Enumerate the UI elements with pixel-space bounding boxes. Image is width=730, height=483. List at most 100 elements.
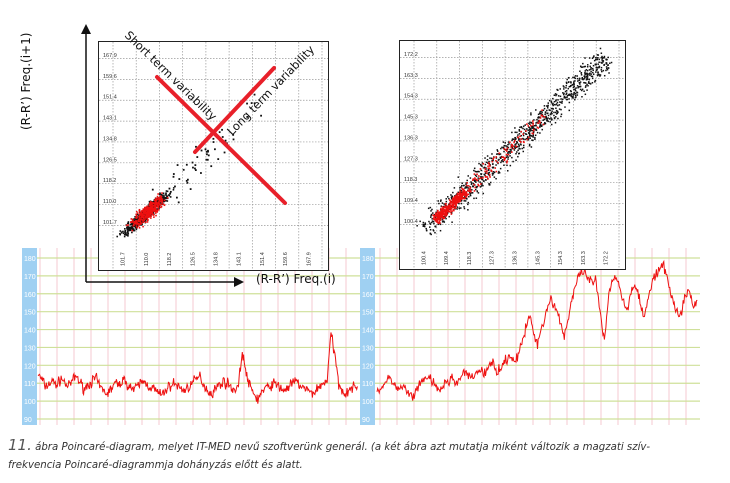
y-tick-label: 110 [24,381,35,388]
y-tick-label: 150 [24,310,36,317]
scatter-point [539,123,542,126]
scatter-point [583,90,585,92]
scatter-point [539,111,541,113]
scatter-point-red [462,191,464,193]
scatter-point [226,142,228,145]
scatter-point [578,79,581,81]
scatter-point-red [473,173,476,175]
scatter-point-red [160,198,162,201]
scatter-point [586,69,589,72]
y-tick-label: 100.4 [404,219,418,225]
scatter-point-red [145,207,148,209]
scatter-point [123,233,126,236]
scatter-point-red [458,195,460,198]
scatter-point [599,47,602,50]
scatter-point-red [135,211,138,213]
scatter-point [492,159,494,161]
scatter-point [549,121,551,123]
scatter-point-red [488,163,491,166]
scatter-point [129,226,132,229]
scatter-point-red [157,208,160,211]
scatter-point [565,82,568,85]
scatter-point [594,63,597,66]
scatter-point [574,88,576,90]
scatter-point [525,137,528,140]
scatter-point [596,54,599,56]
scatter-point-red [158,202,160,205]
scatter-point [192,166,194,169]
scatter-point [533,125,536,127]
scatter-point-red [454,206,456,209]
scatter-point [467,201,470,204]
scatter-point-red [443,216,446,219]
scatter-point-red [149,215,151,218]
scatter-point-red [459,193,461,196]
scatter-point [172,188,175,191]
scatter-point-red [527,125,530,127]
scatter-point [591,75,594,78]
scatter-point [507,152,509,154]
scatter-point [472,182,475,185]
scatter-point-red [440,209,443,211]
scatter-point [144,220,146,223]
x-tick-label: 167.9 [306,252,312,266]
scatter-point [603,74,606,77]
scatter-point [585,78,588,81]
scatter-point-red [468,188,471,190]
scatter-point-red [444,210,447,213]
scatter-point [598,61,600,64]
scatter-point [127,231,129,233]
scatter-point [182,168,185,171]
scatter-point [485,170,487,173]
scatter-point [423,225,426,228]
scatter-point [521,147,523,150]
scatter-point [500,160,503,162]
scatter-point [489,164,491,166]
scatter-point [489,157,491,159]
scatter-point-red [139,223,142,225]
scatter-point-red [151,203,153,205]
scatter-point [499,167,502,170]
scatter-point [507,158,509,160]
scatter-point [434,231,436,234]
scatter-point [579,85,582,88]
y-tick-label: 110.0 [103,199,116,205]
scatter-point [544,111,547,114]
y-tick-label: 154.3 [404,94,418,100]
scatter-point [223,151,226,154]
scatter-point [458,202,460,205]
x-tick-label: 118.3 [467,252,473,265]
scatter-point [607,64,609,66]
scatter-point [513,149,516,151]
scatter-point-red [138,227,141,229]
scatter-point [528,122,530,125]
scatter-point [505,156,508,159]
scatter-point [497,162,499,165]
scatter-point [547,114,550,117]
scatter-point-red [152,214,154,216]
scatter-point [527,129,529,131]
scatter-point [524,133,527,135]
scatter-point [474,174,477,176]
scatter-point [136,224,139,226]
scatter-point [527,137,529,139]
scatter-point [495,164,497,166]
scatter-point [585,75,588,78]
scatter-point-red [537,122,539,125]
scatter-point [189,188,192,190]
scatter-point [585,73,587,75]
scatter-point [579,88,582,91]
scatter-point [597,54,600,56]
scatter-point-red [154,198,157,201]
scatter-point-red [455,205,457,207]
y-tick-label: 110 [362,381,373,388]
scatter-point-red [163,204,166,207]
scatter-point [438,202,440,205]
scatter-point [194,169,197,171]
scatter-point [475,175,478,178]
scatter-point [536,118,538,121]
scatter-point-red [142,210,145,213]
scatter-point-red [435,219,438,222]
scatter-point [482,192,485,195]
scatter-point-red [479,168,482,170]
